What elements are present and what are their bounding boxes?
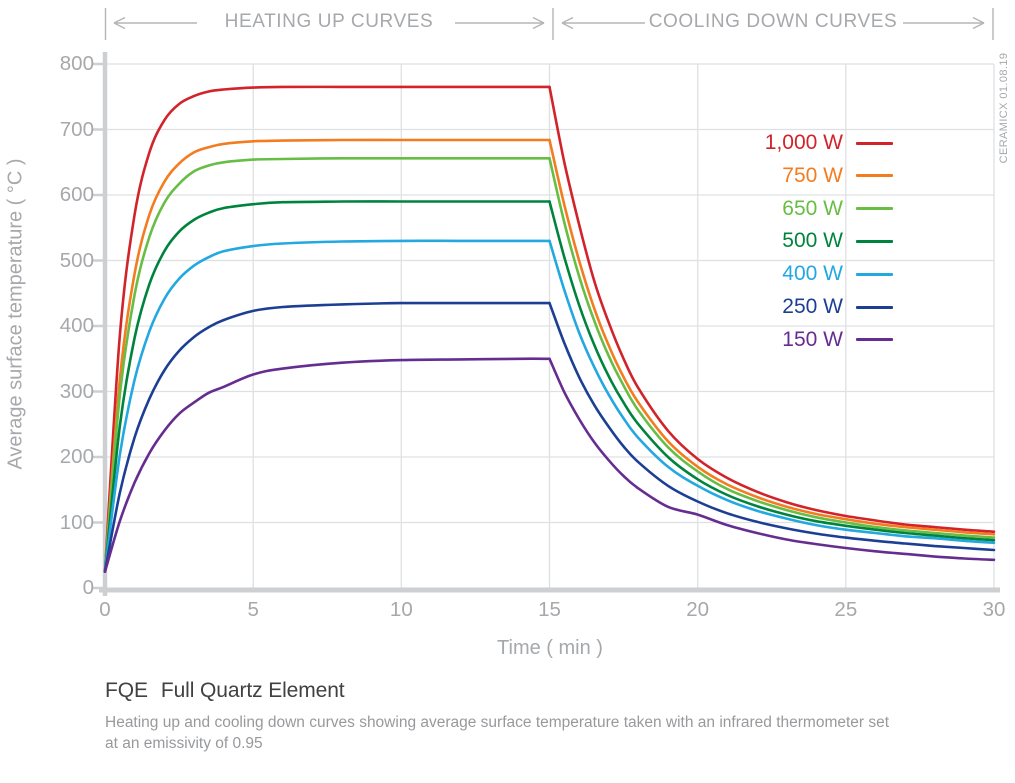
- y-tick-label: 100: [59, 510, 94, 534]
- x-tick-label: 20: [686, 598, 710, 621]
- legend-label: 750 W: [782, 163, 843, 187]
- legend-swatch: [856, 174, 893, 178]
- curve-1000w: [103, 85, 996, 573]
- chart-description: Heating up and cooling down curves showi…: [105, 712, 985, 754]
- legend-swatch: [856, 141, 893, 145]
- product-code: FQE: [105, 679, 148, 702]
- legend-item: 650 W: [710, 193, 900, 225]
- y-tick-label: 700: [59, 117, 94, 141]
- description-line-2: at an emissivity of 0.95: [105, 735, 263, 752]
- curve-500w: [103, 200, 996, 573]
- legend-swatch: [856, 272, 893, 276]
- curve-650w: [103, 156, 996, 573]
- legend-swatch: [856, 338, 893, 342]
- x-tick-label: 10: [389, 598, 413, 621]
- description-line-1: Heating up and cooling down curves showi…: [105, 714, 890, 731]
- y-tick-label: 600: [59, 183, 94, 206]
- chart-footer: FQE Full Quartz Element Heating up and co…: [105, 679, 985, 754]
- heating-section-label: HEATING UP CURVES: [224, 11, 434, 32]
- legend-swatch: [856, 305, 893, 309]
- y-tick-label: 0: [82, 576, 94, 599]
- axes: [92, 52, 1000, 596]
- y-tick-label: 400: [59, 314, 94, 337]
- legend-label: 650 W: [782, 196, 843, 220]
- legend-label: 250 W: [782, 295, 843, 318]
- legend-label: 1,000 W: [764, 131, 843, 154]
- legend-label: 150 W: [782, 327, 843, 351]
- legend-swatch: [856, 239, 893, 243]
- product-name: Full Quartz Element: [160, 679, 345, 702]
- y-tick-label: 800: [59, 52, 94, 75]
- phase-arrows: [104, 8, 994, 40]
- cooling-section-label: COOLING DOWN CURVES: [648, 11, 898, 32]
- legend-item: 400 W: [710, 258, 900, 290]
- y-tick-label: 200: [59, 445, 94, 468]
- watermark-text: CERAMICX 01.08.19: [998, 52, 1010, 164]
- curve-750w: [103, 138, 996, 573]
- legend-item: 250 W: [710, 291, 900, 323]
- y-axis-title: Average surface temperature ( °C ): [4, 158, 27, 470]
- x-tick-label: 15: [538, 598, 561, 621]
- x-tick-label: 30: [982, 598, 1006, 621]
- legend-item: 150 W: [710, 324, 900, 356]
- x-tick-label: 25: [834, 598, 858, 621]
- x-tick-label: 0: [99, 598, 111, 621]
- curve-150w: [103, 357, 996, 573]
- legend-item: 750 W: [710, 160, 900, 192]
- chart-title: FQE Full Quartz Element: [105, 679, 985, 703]
- curve-250w: [103, 301, 996, 573]
- legend-swatch: [856, 207, 893, 211]
- curve-400w: [103, 239, 996, 573]
- gridlines: [105, 63, 995, 588]
- y-tick-label: 300: [59, 379, 94, 403]
- x-axis-title: Time ( min ): [497, 637, 603, 659]
- x-tick-label: 5: [247, 598, 259, 621]
- y-tick-label: 500: [59, 248, 94, 272]
- legend-item: 1,000 W: [710, 127, 900, 159]
- legend-item: 500 W: [710, 225, 900, 257]
- legend-label: 500 W: [782, 229, 843, 253]
- legend-label: 400 W: [782, 262, 843, 286]
